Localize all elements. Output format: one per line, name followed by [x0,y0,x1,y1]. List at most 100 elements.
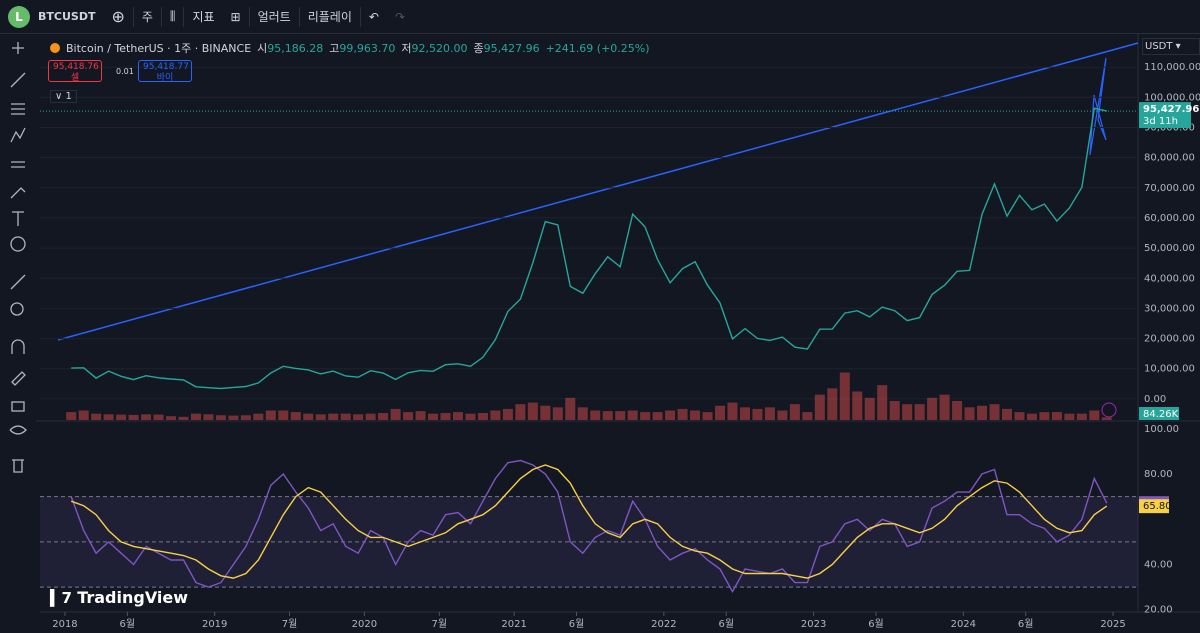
ohlc-label: 종 [473,42,484,55]
volume-bar [989,404,1000,420]
volume-bar [852,391,863,420]
volume-bar [228,415,239,420]
x-tick-label: 2020 [352,619,377,630]
ohlc-item: 시95,186.28 [257,40,323,56]
indicator-toggle[interactable]: ∨ 1 [50,90,77,103]
interval[interactable]: 주 [141,10,153,24]
volume-bar [540,405,551,420]
volume-bar [290,412,301,420]
lightning-icon[interactable] [1101,402,1117,418]
symbol-title: Bitcoin / TetherUS · 1주 · BINANCE [66,42,252,55]
volume-bar [827,388,838,420]
volume-bar [715,405,726,420]
y-tick-label: 40,000.00 [1144,273,1195,284]
volume-bar [927,397,938,420]
volume-bar [502,408,513,420]
change: +241.69 (+0.25%) [545,41,650,55]
volume-value-box [1139,407,1179,420]
volume-value-label: 84.26K [1143,409,1179,420]
volume-bar [1064,413,1075,420]
volume-bar [203,414,214,420]
currency: USDT [1145,41,1173,52]
volume-bar [403,412,414,420]
ohlc-item: 종95,427.96 [473,40,539,56]
y-tick-label: 80,000.00 [1144,153,1195,164]
x-tick-label: 6월 [718,618,734,630]
volume-bar [103,414,114,420]
y-tick-label: 20.00 [1144,605,1173,616]
x-tick-label: 2024 [951,619,976,630]
symbol[interactable]: BTCUSDT [38,10,96,23]
y-tick-label: 0.00 [1144,394,1166,405]
volume-bar [415,411,426,420]
volume-bar [1051,412,1062,420]
x-tick-label: 7월 [282,618,298,630]
volume-bar [977,405,988,420]
ohlc-item: 저92,520.00 [401,40,467,56]
x-tick-label: 2022 [651,619,676,630]
volume-bar [615,411,626,420]
sell-price: 95,418.76 [53,62,99,72]
tool-icons[interactable] [9,42,27,473]
indicators[interactable]: 지표 [192,10,215,24]
redo[interactable]: ↷ [394,9,406,24]
volume-bar [864,397,875,420]
volume-bar [1089,410,1100,420]
volume-bar [465,413,476,420]
y-tick-label: 30,000.00 [1144,303,1195,314]
volume-bar [552,407,563,420]
volume-bar [889,401,900,420]
series-line [70,459,1108,594]
volume-bar [128,414,139,420]
y-tick-label: 50,000.00 [1144,243,1195,254]
y-tick-label: 100.00 [1144,424,1179,435]
trend-line[interactable] [57,42,1139,341]
volume-bar [452,412,463,420]
chart-type[interactable]: ⫼ [169,9,176,23]
volume-bar [378,413,389,420]
last-value-label: 65.80 [1143,501,1172,512]
y-tick-label: 40.00 [1144,560,1173,571]
volume-bar [253,413,264,420]
currency-select[interactable]: USDT ▾ [1142,38,1200,55]
volume-bar [490,410,501,420]
sell-button[interactable]: 95,418.76 셀 [48,60,102,83]
ohlc-value: 99,963.70 [339,42,396,55]
volume-bar [640,412,651,420]
buy-button[interactable]: 95,418.77 바이 [138,60,192,83]
volume-bar [577,407,588,420]
volume-bar [428,413,439,420]
volume-bar [265,410,276,420]
templates[interactable]: ⊞ [230,9,241,24]
add[interactable]: ⊕ [111,7,125,26]
volume-bar [677,408,688,420]
pattern-drawing[interactable] [1089,57,1107,156]
legend: Bitcoin / TetherUS · 1주 · BINANCE 시95,18… [50,40,650,56]
watermark-text: TradingView [77,588,189,607]
volume-bar [365,413,376,420]
last-price-label: 95,427.96 [1143,104,1199,115]
alert[interactable]: 얼러트 [257,10,291,24]
buy-label: 바이 [156,73,174,83]
x-tick-label: 7월 [431,618,447,630]
volume-bar [166,416,177,420]
volume-bar [877,385,888,420]
replay[interactable]: 리플레이 [307,10,352,24]
undo[interactable]: ↶ [368,9,379,24]
volume-bar [78,410,89,420]
last-value-box [1139,499,1169,514]
coin-icon [50,43,60,53]
volume-bar [1039,412,1050,420]
volume-bar [814,394,825,420]
y-tick-label: 60,000.00 [1144,213,1195,224]
y-tick-label: 80.00 [1144,469,1173,480]
volume-bar [752,408,763,420]
volume-bar [178,416,189,420]
volume-bar [590,410,601,420]
logo[interactable]: L [8,5,30,28]
volume-bar [1101,417,1112,420]
volume-bar [440,413,451,420]
volume-bar [527,402,538,420]
volume-bar [665,410,676,420]
